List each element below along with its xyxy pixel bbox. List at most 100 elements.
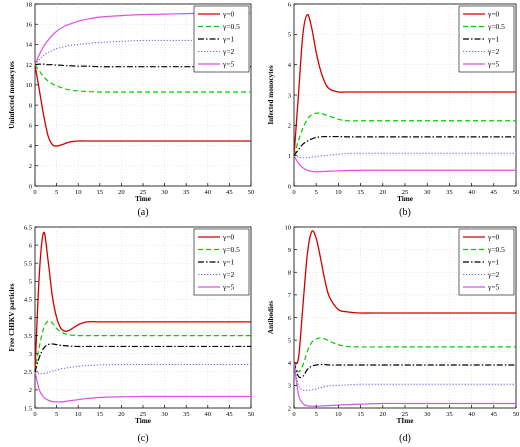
panel-a-y-tick-label: 6 — [29, 123, 33, 130]
panel-d-y-tick-label: 5 — [288, 337, 291, 344]
panel-c-y-axis-label: Free CHIKV particles — [8, 283, 16, 351]
panel-a-x-tick-label: 30 — [161, 189, 168, 196]
panel-b-y-tick-label: 0 — [288, 183, 291, 190]
panel-a-x-tick-label: 35 — [183, 189, 190, 196]
panel-a-y-tick-label: 8 — [29, 102, 32, 109]
panel-a-series-line-0 — [34, 64, 251, 147]
panel-c-y-tick-label: 2.5 — [24, 369, 32, 376]
panel-a-x-axis-label: Time — [135, 195, 151, 203]
panel-d-x-axis-label: TIme — [397, 417, 414, 425]
panel-a-y-tick-label: 10 — [26, 82, 33, 89]
panel-b-x-tick-label: 45 — [491, 189, 498, 196]
panel-d-x-tick-label: 35 — [446, 411, 453, 418]
panel-c-legend-label: γ=5 — [222, 283, 235, 292]
panel-d-x-tick-label: 20 — [380, 411, 387, 418]
panel-c-x-tick-label: 15 — [97, 411, 104, 418]
panel-a-x-tick-label: 50 — [248, 189, 255, 196]
panel-c-x-tick-label: 5 — [55, 411, 58, 418]
panel-b-caption: (b) — [399, 207, 411, 218]
panel-c-x-tick-label: 10 — [75, 411, 82, 418]
panel-c-y-tick-label: 1.5 — [24, 405, 32, 412]
panel-b-x-tick-label: 0 — [292, 189, 295, 196]
panel-a-x-tick-label: 20 — [118, 189, 125, 196]
panel-d-series-line-3 — [293, 362, 516, 391]
panel-a-legend-label: γ=2 — [222, 47, 235, 56]
panel-c-x-axis-label: Time — [135, 417, 151, 425]
panel-c-y-tick-label: 5 — [29, 279, 32, 286]
panel-b-legend-label: γ=1 — [487, 35, 500, 44]
panel-c-y-tick-label: 4.5 — [24, 297, 32, 304]
panel-c-legend: γ=0 γ=0.5 γ=1 γ=2 γ=5 — [193, 228, 250, 296]
panel-d-series-line-0 — [293, 230, 516, 365]
panel-c-legend-label: γ=0.5 — [222, 245, 240, 254]
panel-a-series-line-1 — [34, 64, 251, 93]
panel-c-x-tick-label: 40 — [205, 411, 212, 418]
panel-b-y-tick-label: 1 — [288, 153, 291, 160]
panel-a-x-tick-label: 5 — [55, 189, 58, 196]
panel-c-y-tick-label: 6.5 — [24, 224, 32, 231]
panel-c-x-tick-label: 25 — [140, 411, 147, 418]
panel-d-x-tick-label: 0 — [292, 411, 295, 418]
panel-d-x-tick-label: 10 — [335, 411, 342, 418]
panel-d-x-tick-label: 15 — [357, 411, 364, 418]
panel-a-legend-label: γ=0.5 — [222, 22, 240, 31]
panel-c-series-line-2 — [34, 343, 251, 372]
panel-d-legend-label: γ=5 — [487, 283, 500, 292]
panel-b-x-tick-label: 25 — [402, 189, 409, 196]
panel-d-y-tick-label: 10 — [285, 224, 292, 231]
panel-b-legend-label: γ=0.5 — [487, 22, 505, 31]
panel-b-y-tick-label: 5 — [288, 32, 291, 39]
panel-c-caption: (c) — [137, 433, 148, 444]
panel-d-y-tick-label: 7 — [288, 292, 292, 299]
panel-b-x-tick-label: 20 — [380, 189, 387, 196]
panel-d-x-tick-label: 50 — [513, 411, 520, 418]
panel-c-legend-label: γ=1 — [222, 258, 235, 267]
panel-c-x-tick-label: 30 — [161, 411, 168, 418]
panel-c-y-tick-label: 6 — [29, 242, 33, 249]
panel-c-y-tick-label: 5.5 — [24, 261, 32, 268]
panel-a-x-tick-label: 25 — [140, 189, 147, 196]
panel-a-y-tick-label: 18 — [26, 1, 33, 8]
panel-b-x-tick-label: 10 — [335, 189, 342, 196]
panel-c-x-tick-label: 35 — [183, 411, 190, 418]
panel-b-legend: γ=0 γ=0.5 γ=1 γ=2 γ=5 — [458, 5, 515, 73]
panel-b-x-tick-label: 5 — [315, 189, 318, 196]
panel-c: 0 5 10 15 20 25 30 35 40 45 50 1.5 2 2.5 3 3.5 4 4.5 5 5.5 6… — [8, 224, 254, 444]
panel-d-y-tick-label: 9 — [288, 247, 291, 254]
panel-c-series-line-3 — [34, 364, 251, 375]
panel-b-series-line-1 — [293, 112, 516, 156]
panel-b-y-tick-label: 4 — [288, 62, 292, 69]
panel-d-y-tick-label: 3 — [288, 383, 291, 390]
panel-c-y-tick-label: 4 — [29, 315, 33, 322]
panel-b-y-tick-label: 2 — [288, 123, 291, 130]
panel-b-legend-label: γ=2 — [487, 47, 500, 56]
panel-a-y-tick-label: 16 — [26, 22, 33, 29]
panel-a-legend-label: γ=5 — [222, 60, 235, 69]
panel-b-series-line-0 — [293, 13, 516, 156]
panel-a: 0 5 10 15 20 25 30 35 40 45 50 0 2 4 6 8 10 12 14 16 18 Time… — [8, 1, 254, 218]
panel-b-legend-label: γ=0 — [487, 10, 500, 19]
panel-d-y-tick-label: 2 — [288, 405, 291, 412]
panel-a-legend: γ=0 γ=0.5 γ=1 γ=2 γ=5 — [193, 5, 250, 73]
panel-a-x-tick-label: 15 — [97, 189, 104, 196]
panel-a-y-tick-label: 4 — [29, 143, 33, 150]
panel-a-x-tick-label: 10 — [75, 189, 82, 196]
panel-b-legend-label: γ=5 — [487, 60, 500, 69]
panel-b-series-line-3 — [293, 152, 516, 159]
panel-d-legend-label: γ=0 — [487, 233, 500, 242]
panel-c-legend-label: γ=2 — [222, 270, 235, 279]
panel-c-x-tick-label: 20 — [118, 411, 125, 418]
panel-d-x-tick-label: 5 — [315, 411, 318, 418]
panel-c-y-tick-label: 2 — [29, 387, 32, 394]
panel-c-series-line-0 — [34, 231, 251, 372]
panel-b-x-axis-label: Time — [397, 195, 413, 203]
panel-a-series-line-2 — [34, 63, 251, 68]
panel-b-y-tick-label: 6 — [288, 1, 292, 8]
panel-d-legend-label: γ=0.5 — [487, 245, 505, 254]
panel-d-x-tick-label: 45 — [491, 411, 498, 418]
panel-c-series-line-1 — [34, 320, 251, 372]
panel-a-legend-label: γ=0 — [222, 10, 235, 19]
